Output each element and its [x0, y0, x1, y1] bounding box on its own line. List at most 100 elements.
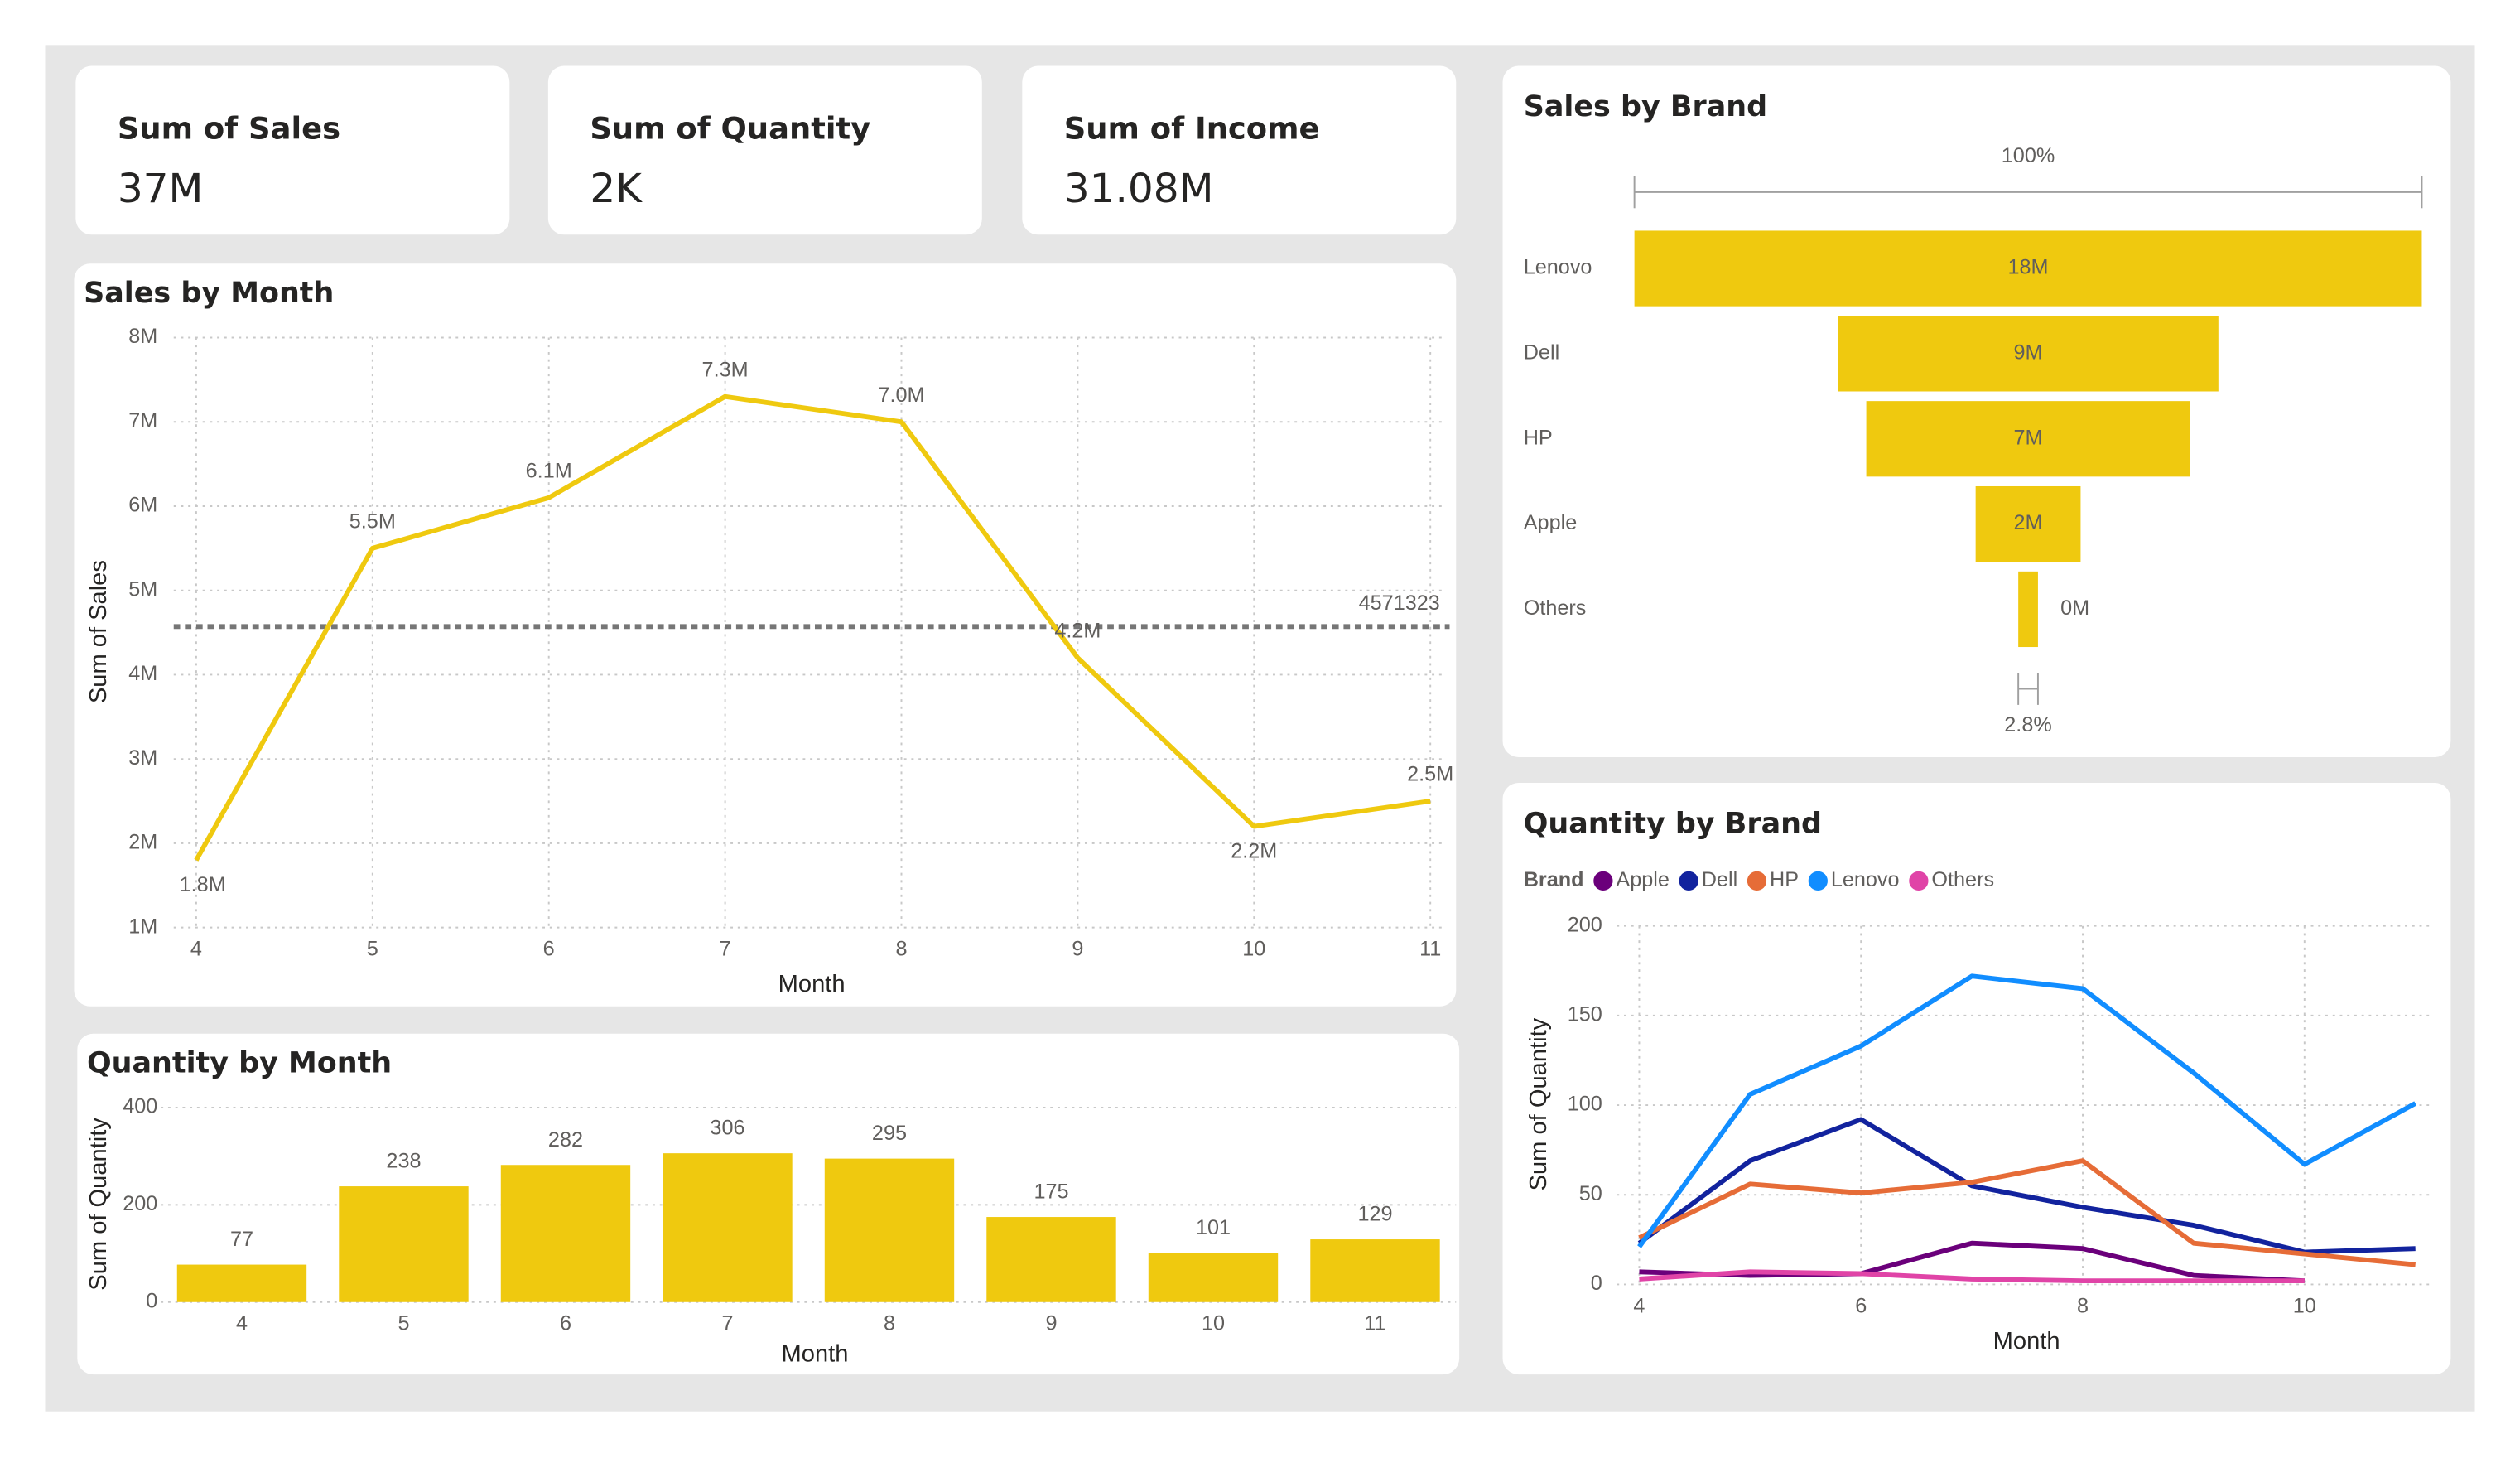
data-label: 9M — [2014, 341, 2043, 364]
y-tick-label: 1M — [128, 915, 157, 938]
data-label: 7M — [2014, 426, 2043, 449]
y-tick-label: 0 — [1591, 1272, 1602, 1295]
legend-marker — [1909, 871, 1929, 891]
category-label: Lenovo — [1524, 256, 1592, 279]
x-tick-label: 9 — [1045, 1312, 1057, 1335]
funnel-top-label: 100% — [2002, 144, 2055, 167]
x-tick-label: 6 — [1855, 1294, 1867, 1317]
chart-title: Sales by Brand — [1524, 90, 1767, 123]
data-label: 0M — [2060, 596, 2089, 620]
chart-title: Quantity by Brand — [1524, 807, 1822, 840]
legend-label[interactable]: HP — [1770, 868, 1799, 891]
data-label: 175 — [1034, 1180, 1068, 1204]
series-line — [1637, 973, 2417, 1248]
x-tick-label: 10 — [1242, 937, 1265, 960]
data-label: 7.0M — [878, 384, 924, 407]
bar — [1148, 1253, 1279, 1302]
data-label: 282 — [548, 1128, 583, 1151]
y-tick-label: 50 — [1579, 1182, 1602, 1205]
legend-marker — [1808, 871, 1828, 891]
funnel-bar — [1866, 401, 2190, 477]
x-tick-label: 7 — [721, 1312, 733, 1335]
legend-label[interactable]: Dell — [1702, 868, 1737, 891]
category-label: Apple — [1524, 511, 1578, 534]
card-value: 31.08M — [1064, 166, 1214, 212]
panel — [74, 263, 1457, 1007]
x-tick-label: 5 — [398, 1312, 409, 1335]
y-tick-label: 6M — [128, 494, 157, 517]
y-tick-label: 200 — [1568, 913, 1602, 936]
x-axis-title: Month — [778, 971, 846, 997]
legend-label[interactable]: Apple — [1616, 868, 1670, 891]
data-label: 2.5M — [1407, 763, 1453, 786]
line — [194, 393, 1431, 862]
y-tick-label: 2M — [128, 831, 157, 854]
bar — [500, 1165, 631, 1302]
data-label: 2.2M — [1231, 839, 1277, 862]
funnel-bar — [1975, 485, 2081, 562]
y-tick-label: 4M — [128, 662, 157, 685]
x-tick-label: 5 — [367, 937, 378, 960]
legend-label[interactable]: Lenovo — [1831, 868, 1900, 891]
bar — [986, 1217, 1116, 1302]
x-tick-label: 7 — [720, 937, 731, 960]
card-value: 37M — [118, 166, 204, 212]
x-axis-title: Month — [782, 1340, 849, 1367]
category-label: Others — [1524, 596, 1587, 620]
card-title: Sum of Sales — [118, 111, 340, 147]
y-tick-label: 100 — [1568, 1093, 1602, 1116]
series-line — [1638, 1158, 2416, 1267]
data-label: 295 — [872, 1122, 907, 1145]
funnel-bottom-label: 2.8% — [2004, 713, 2051, 736]
funnel-bar — [1634, 230, 2422, 307]
bar — [663, 1153, 793, 1302]
data-label: 1.8M — [180, 873, 226, 896]
legend-marker — [1747, 871, 1767, 891]
y-tick-label: 0 — [146, 1289, 157, 1312]
y-tick-label: 5M — [128, 577, 157, 601]
bar — [176, 1264, 307, 1302]
y-tick-label: 3M — [128, 746, 157, 770]
y-axis-title: Sum of Quantity — [85, 1118, 112, 1291]
data-label: 101 — [1196, 1216, 1231, 1239]
x-tick-label: 6 — [543, 937, 555, 960]
data-label: 129 — [1357, 1203, 1392, 1226]
bar — [824, 1158, 955, 1302]
data-label: 2M — [2014, 511, 2043, 534]
card-title: Sum of Income — [1064, 111, 1320, 147]
data-label: 18M — [2008, 256, 2049, 279]
card — [75, 65, 510, 235]
funnel-bar — [1838, 316, 2219, 392]
data-label: 5.5M — [349, 509, 396, 533]
legend-label[interactable]: Others — [1931, 868, 1994, 891]
x-tick-label: 8 — [2077, 1294, 2089, 1317]
card — [1022, 65, 1457, 235]
y-axis-title: Sum of Quantity — [1525, 1017, 1552, 1190]
data-label: 238 — [386, 1150, 421, 1173]
data-label: 77 — [230, 1228, 253, 1251]
data-label: 6.1M — [526, 459, 572, 482]
legend-title: Brand — [1524, 868, 1584, 891]
x-tick-label: 11 — [1419, 937, 1441, 960]
x-tick-label: 6 — [560, 1312, 571, 1335]
y-tick-label: 400 — [123, 1095, 157, 1118]
legend-marker — [1593, 871, 1613, 891]
x-tick-label: 4 — [236, 1312, 248, 1335]
data-label: 7.3M — [702, 358, 749, 381]
x-tick-label: 4 — [1633, 1294, 1645, 1317]
y-tick-label: 8M — [128, 325, 157, 348]
x-tick-label: 10 — [1202, 1312, 1225, 1335]
x-tick-label: 8 — [884, 1312, 895, 1335]
data-label: 4.2M — [1054, 620, 1101, 643]
data-label: 306 — [710, 1117, 744, 1140]
category-label: Dell — [1524, 341, 1559, 364]
y-tick-label: 7M — [128, 409, 157, 432]
funnel-bar — [2018, 571, 2038, 648]
category-label: HP — [1524, 426, 1553, 449]
panel — [1502, 783, 2451, 1375]
card — [547, 65, 982, 235]
card-value: 2K — [590, 166, 643, 212]
x-tick-label: 9 — [1072, 937, 1083, 960]
chart-title: Quantity by Month — [87, 1047, 392, 1080]
